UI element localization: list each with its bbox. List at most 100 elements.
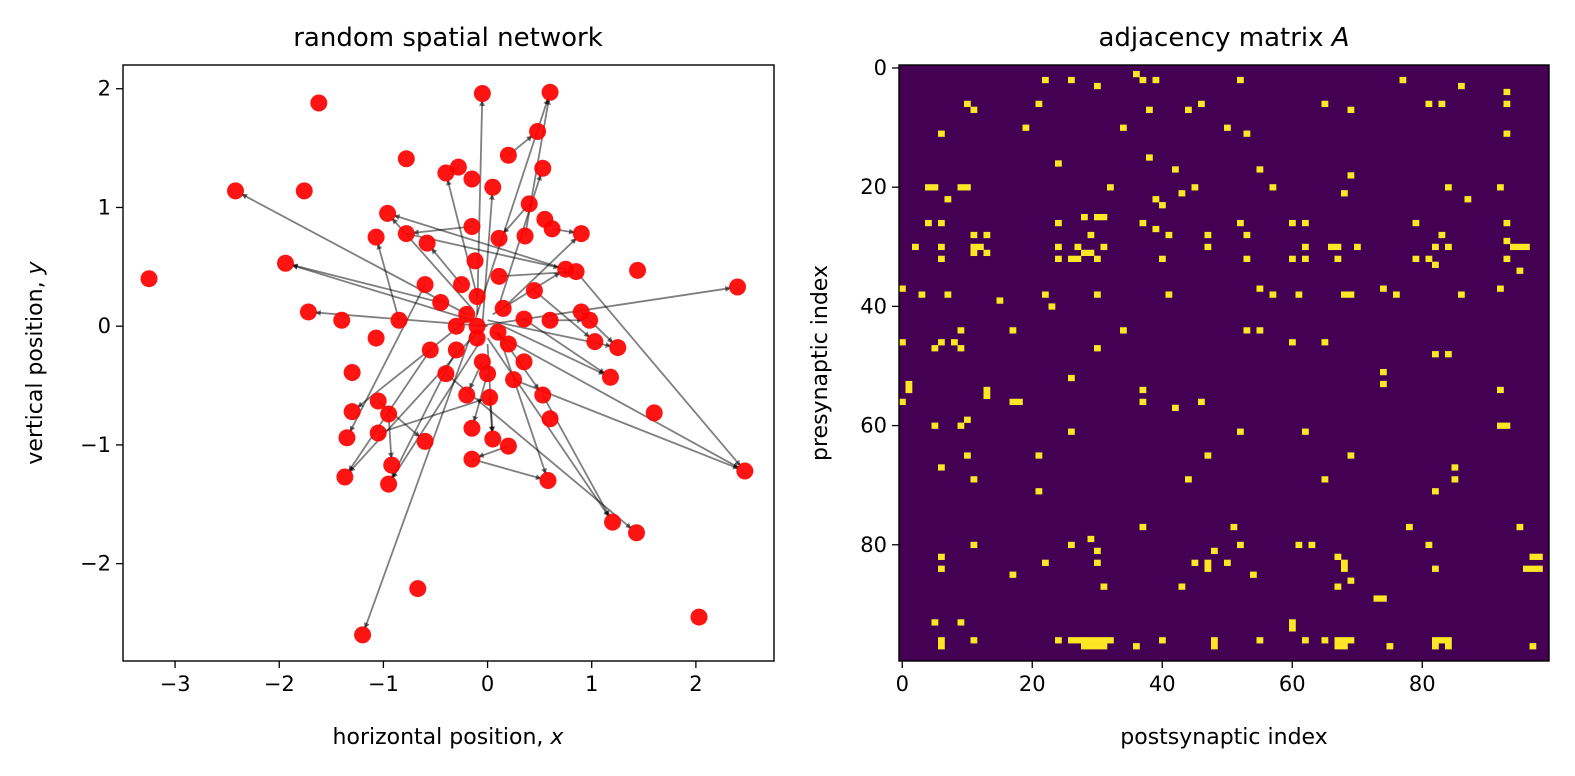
network-node xyxy=(490,267,508,285)
adjacency-cell xyxy=(931,619,939,626)
adjacency-cell xyxy=(1523,243,1530,251)
network-node xyxy=(468,288,486,306)
network-x-tick-label: 0 xyxy=(481,672,494,696)
adjacency-cell xyxy=(1432,488,1439,495)
adjacency-cell xyxy=(1334,637,1342,644)
adjacency-axes-frame xyxy=(898,64,1550,662)
network-edge xyxy=(481,193,495,327)
adjacency-cell xyxy=(1243,255,1251,262)
adjacency-cell xyxy=(1438,100,1446,108)
adjacency-y-tick-label: 40 xyxy=(860,294,887,318)
adjacency-cell xyxy=(1503,219,1511,227)
network-edge xyxy=(492,331,740,469)
adjacency-cell xyxy=(1139,76,1147,84)
adjacency-cell xyxy=(1451,464,1459,471)
adjacency-cell xyxy=(931,345,939,352)
network-node xyxy=(468,317,486,335)
adjacency-cell xyxy=(918,291,926,298)
network-node xyxy=(447,341,465,359)
adjacency-cell xyxy=(1438,231,1446,239)
network-node xyxy=(369,392,387,410)
network-title: random spatial network xyxy=(293,23,603,53)
adjacency-cell xyxy=(951,339,958,346)
adjacency-x-tick-label: 20 xyxy=(1019,672,1046,696)
adjacency-cell xyxy=(957,327,965,334)
network-node xyxy=(541,83,559,101)
network-edge xyxy=(575,271,742,467)
network-node xyxy=(397,150,415,168)
network-x-ticks: −3 −2 −1 0 1 2 xyxy=(160,661,703,696)
adjacency-cell xyxy=(1081,643,1088,650)
network-node xyxy=(484,178,502,196)
adjacency-cell xyxy=(1068,428,1075,435)
adjacency-cell xyxy=(977,243,984,251)
adjacency-y-tick-label: 20 xyxy=(860,175,887,199)
adjacency-cell xyxy=(1302,255,1309,262)
adjacency-cell xyxy=(1009,327,1017,334)
network-edge xyxy=(502,325,605,376)
adjacency-cell xyxy=(1295,541,1303,549)
adjacency-cell xyxy=(899,398,906,406)
network-node xyxy=(379,204,397,222)
adjacency-cell xyxy=(1087,535,1095,543)
adjacency-cell xyxy=(1432,243,1439,251)
network-plot-area xyxy=(140,83,754,644)
adjacency-cell xyxy=(1256,327,1264,334)
adjacency-cell xyxy=(1425,541,1433,549)
adjacency-cell xyxy=(1321,637,1329,644)
adjacency-cell xyxy=(1256,637,1264,644)
adjacency-cell xyxy=(912,243,919,251)
adjacency-x-tick-label: 40 xyxy=(1149,672,1176,696)
adjacency-cell xyxy=(1321,476,1329,483)
adjacency-cell xyxy=(1529,565,1537,572)
network-node xyxy=(581,311,599,329)
network-node xyxy=(609,339,627,357)
network-edge xyxy=(533,289,591,338)
network-y-tick-label: 0 xyxy=(98,314,111,338)
adjacency-cell xyxy=(1042,291,1049,298)
adjacency-y-tick-label: 0 xyxy=(874,56,887,80)
adjacency-cell xyxy=(964,452,971,459)
network-node xyxy=(645,404,663,422)
network-x-tick-label: −3 xyxy=(160,672,191,696)
network-node xyxy=(463,419,481,437)
adjacency-cell xyxy=(938,130,945,137)
adjacency-cell xyxy=(1068,374,1075,382)
adjacency-cell xyxy=(1139,523,1147,531)
adjacency-cell xyxy=(1399,76,1407,84)
network-x-tick-label: −1 xyxy=(368,672,399,696)
adjacency-cell xyxy=(1289,255,1296,262)
adjacency-cell xyxy=(1341,565,1348,572)
adjacency-cell xyxy=(1347,291,1355,298)
adjacency-cell xyxy=(1334,583,1342,590)
adjacency-cell xyxy=(1120,327,1127,334)
adjacency-cell xyxy=(1516,523,1524,531)
adjacency-cell xyxy=(1204,559,1212,566)
adjacency-cell xyxy=(1068,541,1075,549)
adjacency-cell xyxy=(1146,154,1153,161)
network-node xyxy=(539,472,557,490)
adjacency-cell xyxy=(1256,166,1264,173)
network-node xyxy=(140,270,158,288)
adjacency-cell xyxy=(1536,553,1543,560)
network-node xyxy=(473,84,491,102)
adjacency-cell xyxy=(1269,184,1277,191)
adjacency-cell xyxy=(1074,243,1082,251)
network-edge xyxy=(502,237,577,310)
adjacency-cell xyxy=(1503,237,1511,245)
adjacency-cell xyxy=(1224,124,1231,131)
adjacency-cell xyxy=(938,243,945,251)
adjacency-cell xyxy=(1042,559,1049,566)
network-node xyxy=(380,405,398,423)
network-node xyxy=(343,363,361,381)
adjacency-cell xyxy=(1458,82,1465,90)
adjacency-cell xyxy=(1237,428,1244,435)
adjacency-cell xyxy=(1289,619,1296,626)
adjacency-cell xyxy=(1334,243,1342,251)
adjacency-cell xyxy=(1302,243,1309,251)
adjacency-cell xyxy=(938,637,945,644)
adjacency-x-tick-label: 80 xyxy=(1409,672,1436,696)
network-edge xyxy=(471,458,542,481)
adjacency-cell xyxy=(931,184,939,191)
network-node xyxy=(468,329,486,347)
